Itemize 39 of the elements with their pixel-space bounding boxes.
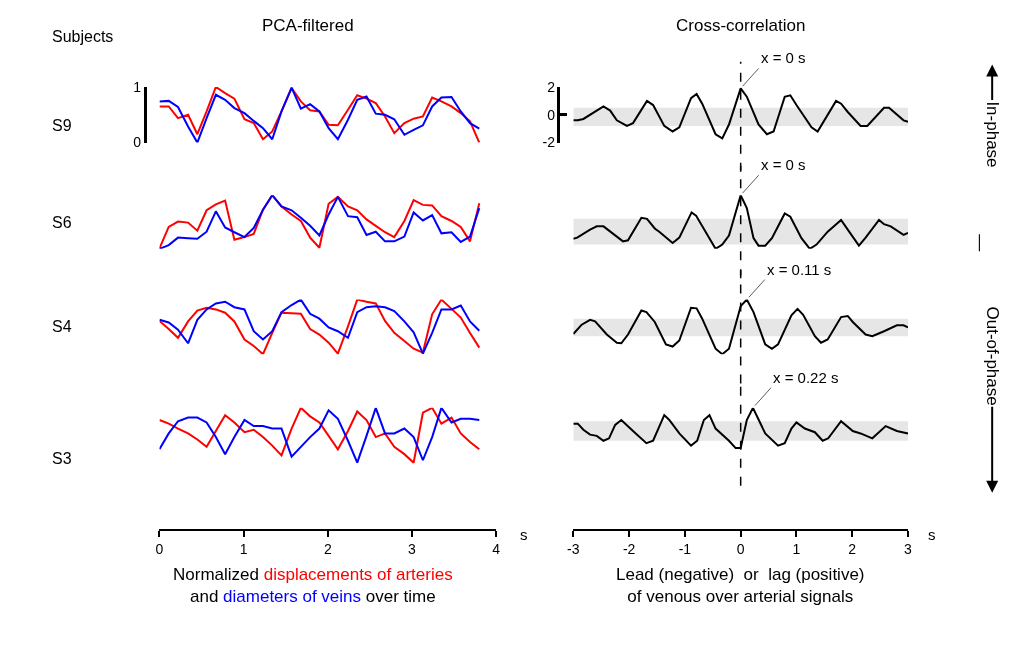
annotation: x = 0 s — [761, 156, 806, 173]
chart-title: PCA-filtered — [262, 16, 354, 35]
text: displacements of arteries — [263, 565, 453, 584]
text: Subjects — [52, 28, 114, 45]
text: Normalized — [173, 565, 259, 584]
x-tick-label: -1 — [678, 540, 692, 557]
x-axis-title: s — [520, 526, 528, 543]
x-tick-label: 4 — [492, 540, 501, 557]
y-tick-label: 2 — [547, 78, 556, 95]
text: — — [970, 234, 990, 252]
chart-title: Cross-correlation — [676, 16, 806, 35]
text: and — [190, 587, 219, 607]
y-axis-title: S9 — [52, 117, 72, 134]
y-axis-title: S3 — [52, 450, 72, 467]
text: over time — [365, 587, 436, 607]
x-tick-label: 2 — [848, 540, 857, 557]
y-axis-title: S6 — [52, 214, 72, 231]
y-tick-label: -2 — [542, 134, 556, 151]
text: of venous over arterial signals — [627, 587, 854, 607]
x-tick-label: 0 — [736, 540, 745, 557]
text: Lead (negative) or lag (positive) — [616, 565, 865, 584]
text: In-phase — [982, 101, 1002, 168]
x-tick-label: 1 — [239, 540, 248, 557]
annotation: x = 0.11 s — [767, 261, 832, 278]
x-tick-label: -2 — [622, 540, 636, 557]
text: Out-of-phase — [982, 306, 1002, 406]
annotation: x = 0 s — [761, 49, 806, 66]
y-tick-label: 0 — [547, 106, 556, 123]
x-tick-label: 3 — [408, 540, 417, 557]
text: diameters of veins — [223, 587, 362, 607]
y-axis-title: S4 — [52, 318, 72, 335]
x-tick-label: -3 — [567, 540, 580, 557]
x-tick-label: 1 — [792, 540, 801, 557]
line-series — [159, 86, 481, 143]
x-tick-label: 0 — [155, 540, 164, 557]
x-tick-label: 3 — [904, 540, 913, 557]
x-axis-title: s — [928, 526, 936, 543]
x-tick-label: 2 — [323, 540, 332, 557]
annotation: x = 0.22 s — [773, 369, 839, 386]
